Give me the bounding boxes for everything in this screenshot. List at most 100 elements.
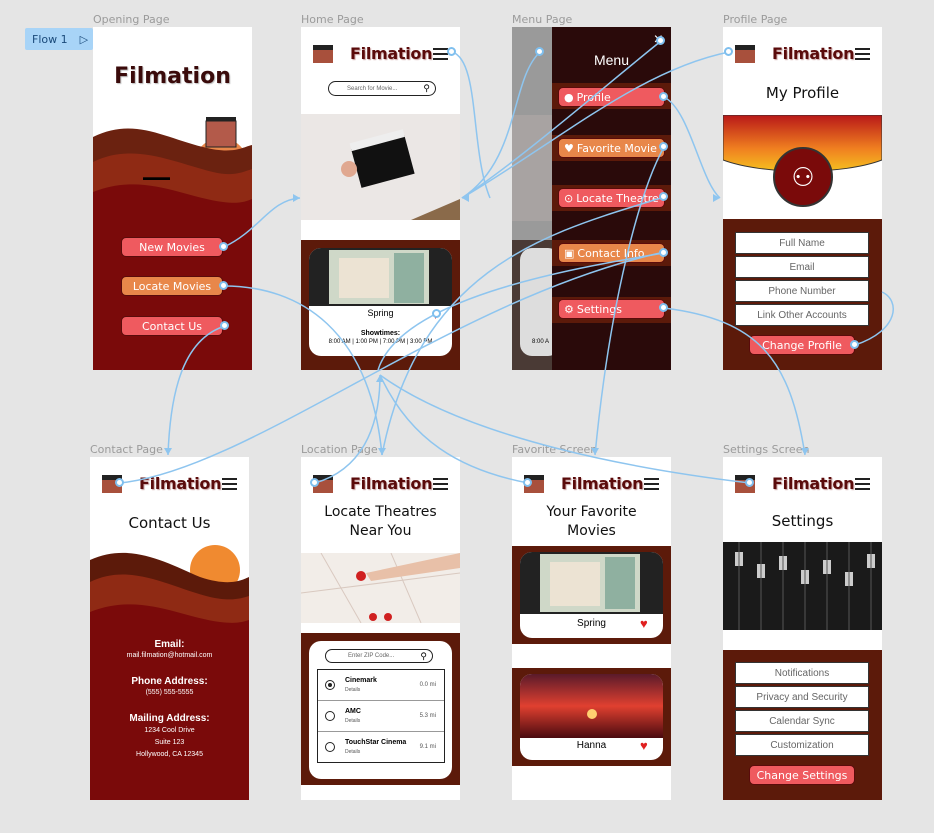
flow-origin-dot[interactable] [523, 478, 532, 487]
movie-title: Hanna [576, 740, 607, 751]
label-profile: Profile Page [723, 13, 788, 26]
email-field[interactable]: Email [735, 256, 869, 278]
new-movies-button[interactable]: New Movies [121, 237, 223, 257]
privacy-security-item[interactable]: Privacy and Security [735, 686, 869, 708]
heart-icon[interactable]: ♥ [640, 616, 648, 631]
phone-field[interactable]: Phone Number [735, 280, 869, 302]
menu-item-label: Profile [576, 90, 611, 104]
profile-frame: Filmation My Profile ⚇ Full Name Email P… [723, 27, 882, 370]
mail-line-3: Hollywood, CA 12345 [136, 751, 203, 758]
menu-item-profile[interactable]: ● Profile [558, 87, 665, 107]
search-icon[interactable]: ⚲ [423, 83, 430, 93]
home-search-input[interactable]: Search for Movie... ⚲ [328, 81, 436, 96]
customization-item[interactable]: Customization [735, 734, 869, 756]
theatre-details[interactable]: Details [345, 749, 361, 755]
flow-origin-dot[interactable] [115, 478, 124, 487]
theatre-row[interactable]: AMC Details 5.3 mi [318, 701, 444, 732]
radio-selected[interactable] [325, 680, 335, 690]
movie-card[interactable]: Spring Showtimes: 8:00 AM | 1:00 PM | 7:… [309, 248, 452, 356]
mail-line-2: Suite 123 [154, 739, 185, 746]
play-icon[interactable]: ▷ [79, 32, 89, 46]
radio-button[interactable] [325, 742, 335, 752]
contact-waves [90, 545, 249, 800]
location-header: Filmation [301, 457, 460, 511]
favorite-section-1: Spring ♥ [512, 546, 671, 644]
movie-poster-image [520, 552, 663, 614]
menu-title: Menu [593, 52, 630, 68]
label-menu: Menu Page [512, 13, 573, 26]
hamburger-menu-icon[interactable] [433, 48, 448, 60]
movie-title: Spring [577, 618, 606, 629]
hamburger-menu-icon[interactable] [855, 48, 870, 60]
hamburger-menu-icon[interactable] [222, 478, 237, 490]
home-header: Filmation [301, 27, 460, 81]
change-profile-button[interactable]: Change Profile [749, 335, 855, 355]
menu-item-contact[interactable]: ▣ Contact Info [558, 243, 665, 263]
flow-origin-dot[interactable] [659, 248, 668, 257]
full-name-field[interactable]: Full Name [735, 232, 869, 254]
flow-origin-dot[interactable] [745, 478, 754, 487]
heart-icon[interactable]: ♥ [640, 738, 648, 753]
flow-origin-dot[interactable] [310, 478, 319, 487]
menu-item-locate[interactable]: ⊙ Locate Theatre [558, 188, 665, 208]
flow-origin-dot[interactable] [535, 47, 544, 56]
flow-origin-dot[interactable] [659, 142, 668, 151]
flow-origin-dot[interactable] [656, 36, 665, 45]
favorite-header: Filmation [512, 457, 671, 511]
locate-movies-button[interactable]: Locate Movies [121, 276, 223, 296]
favorite-movie-card[interactable]: Spring ♥ [520, 552, 663, 638]
brand-name: Filmation [772, 474, 855, 493]
flow-origin-dot[interactable] [220, 321, 229, 330]
flow-origin-dot[interactable] [659, 92, 668, 101]
zip-input[interactable]: Enter ZIP Code... ⚲ [325, 649, 433, 663]
showtimes-label: Showtimes: [360, 330, 401, 337]
hamburger-menu-icon[interactable] [644, 478, 659, 490]
flow-origin-dot[interactable] [724, 47, 733, 56]
hamburger-menu-icon[interactable] [855, 478, 870, 490]
favorite-frame: Filmation Your Favorite Movies Spring ♥ … [512, 457, 671, 800]
contact-header: Filmation [90, 457, 249, 511]
gear-icon: ⚙ [564, 302, 574, 316]
menu-item-label: Favorite Movie [576, 141, 657, 155]
menu-peek-card: 8:00 A [512, 240, 560, 370]
menu-item-favorite[interactable]: ♥ Favorite Movie [558, 138, 665, 158]
notifications-item[interactable]: Notifications [735, 662, 869, 684]
link-accounts-field[interactable]: Link Other Accounts [735, 304, 869, 326]
label-contact: Contact Page [90, 443, 163, 456]
flow-origin-dot[interactable] [219, 281, 228, 290]
settings-frame: Filmation Settings Notifications Privacy… [723, 457, 882, 800]
theatre-details[interactable]: Details [345, 687, 361, 693]
phone-value[interactable]: (555) 555-5555 [145, 689, 194, 696]
change-settings-button[interactable]: Change Settings [749, 765, 855, 785]
menu-frame: 8:00 A Menu × ●Profile ♥Favorite Movie ⊙… [512, 27, 671, 370]
opening-frame: Filmation ▬▬▬ New Movies Locate Movies C… [93, 27, 252, 370]
hamburger-menu-icon[interactable] [433, 478, 448, 490]
theatre-list-section: Enter ZIP Code... ⚲ Cinemark Details 0.0 … [301, 633, 460, 785]
favorite-movie-card[interactable]: Hanna ♥ [520, 674, 663, 760]
flow-origin-dot[interactable] [850, 340, 859, 349]
theatre-row[interactable]: TouchStar Cinema Details 9.1 mi [318, 732, 444, 763]
theatre-details[interactable]: Details [345, 718, 361, 724]
label-home: Home Page [301, 13, 364, 26]
flow-1-tag[interactable]: Flow 1 ▷ [25, 28, 93, 50]
flow-origin-dot[interactable] [447, 47, 456, 56]
flow-label: Flow 1 [32, 32, 68, 46]
flow-origin-dot[interactable] [432, 309, 441, 318]
calendar-sync-item[interactable]: Calendar Sync [735, 710, 869, 732]
contact-us-button[interactable]: Contact Us [121, 316, 223, 336]
flow-origin-dot[interactable] [219, 242, 228, 251]
map-pin-hero-image [301, 553, 460, 623]
email-value[interactable]: mail.filmation@hotmail.com [126, 652, 213, 659]
theatre-row[interactable]: Cinemark Details 0.0 mi [318, 670, 444, 701]
menu-item-settings[interactable]: ⚙ Settings [558, 299, 665, 319]
profile-avatar-icon[interactable]: ⚇ [773, 147, 833, 207]
radio-button[interactable] [325, 711, 335, 721]
showtimes-list: 8:00 AM | 1:00 PM | 7:00 PM | 3:00 PM [328, 339, 433, 345]
flow-origin-dot[interactable] [659, 192, 668, 201]
email-label: Email: [154, 639, 185, 650]
search-icon[interactable]: ⚲ [420, 650, 427, 661]
location-title-1: Locate Theatres [324, 504, 437, 520]
flow-origin-dot[interactable] [659, 303, 668, 312]
search-placeholder: Search for Movie... [347, 85, 398, 92]
profile-header: Filmation [723, 27, 882, 81]
